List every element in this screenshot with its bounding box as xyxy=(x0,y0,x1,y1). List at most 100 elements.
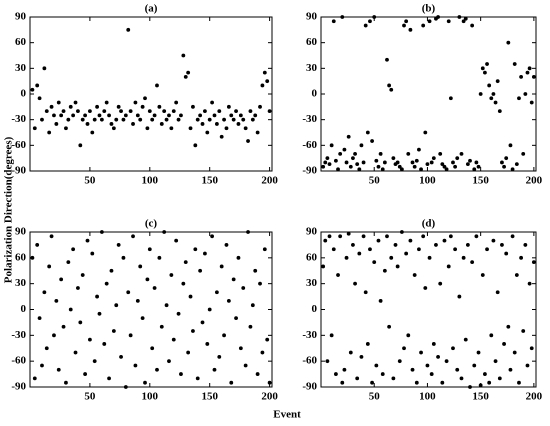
point xyxy=(164,303,169,308)
point xyxy=(531,260,536,265)
point xyxy=(325,359,330,364)
point xyxy=(150,117,155,122)
point xyxy=(164,117,169,122)
point xyxy=(78,320,83,325)
point xyxy=(99,117,104,122)
point xyxy=(455,367,460,372)
x-tick-label: 100 xyxy=(142,175,159,187)
point xyxy=(195,117,200,122)
point xyxy=(351,243,355,247)
point xyxy=(414,380,419,385)
y-tick-label: -60 xyxy=(11,355,26,367)
point xyxy=(421,234,426,239)
point xyxy=(527,66,532,71)
point xyxy=(495,79,500,84)
point xyxy=(200,122,205,126)
x-tick-label: 50 xyxy=(84,175,96,187)
point xyxy=(344,160,349,165)
point xyxy=(480,273,485,277)
point xyxy=(78,143,83,148)
point xyxy=(329,333,334,338)
point xyxy=(159,324,164,329)
point xyxy=(380,167,385,172)
point xyxy=(181,281,186,286)
point xyxy=(61,109,66,114)
point xyxy=(248,109,253,114)
point xyxy=(421,23,426,28)
point xyxy=(374,158,379,163)
point xyxy=(419,350,423,355)
point xyxy=(361,234,366,239)
plot-frame xyxy=(320,231,537,388)
point xyxy=(88,109,92,114)
point xyxy=(83,372,88,376)
point xyxy=(85,122,90,126)
point xyxy=(327,162,332,167)
y-tick-label: -90 xyxy=(11,165,26,177)
y-tick-label: -60 xyxy=(302,139,317,151)
point xyxy=(119,354,123,359)
point xyxy=(54,298,59,303)
point xyxy=(260,350,265,355)
point xyxy=(476,164,481,169)
point xyxy=(217,109,222,114)
point xyxy=(66,117,71,122)
point xyxy=(527,281,532,286)
y-tick-label: -60 xyxy=(11,139,26,151)
point xyxy=(167,113,171,118)
point xyxy=(56,100,61,105)
y-tick-label: 0 xyxy=(312,303,318,315)
point xyxy=(191,329,195,333)
point xyxy=(476,350,481,355)
plot-frame xyxy=(29,231,273,388)
point xyxy=(497,109,502,114)
point xyxy=(385,57,389,62)
point xyxy=(425,162,430,167)
point xyxy=(253,113,258,118)
panel-title: (c) xyxy=(145,218,158,230)
point xyxy=(102,109,107,114)
point xyxy=(340,15,345,19)
x-tick-label: 150 xyxy=(201,391,218,403)
point xyxy=(155,367,159,372)
point xyxy=(351,156,355,161)
point xyxy=(442,238,447,243)
point xyxy=(459,376,464,381)
point xyxy=(425,363,430,368)
point xyxy=(73,350,78,355)
point xyxy=(408,27,413,32)
point xyxy=(135,113,140,118)
point xyxy=(402,23,406,28)
point xyxy=(414,158,419,163)
point xyxy=(109,268,114,273)
point xyxy=(123,113,128,118)
point xyxy=(504,251,509,256)
point xyxy=(116,243,121,247)
point xyxy=(406,151,411,156)
point xyxy=(126,27,131,32)
point xyxy=(395,264,400,269)
point xyxy=(68,104,73,109)
point xyxy=(179,113,183,118)
point xyxy=(448,234,453,239)
x-tick-label: 200 xyxy=(526,175,543,187)
point xyxy=(128,109,133,114)
point xyxy=(68,307,73,312)
point xyxy=(92,117,97,122)
point xyxy=(406,333,411,338)
point xyxy=(531,74,536,79)
point xyxy=(80,117,85,122)
point xyxy=(404,251,409,256)
point xyxy=(186,350,191,355)
point xyxy=(64,126,68,131)
point xyxy=(104,281,109,286)
point xyxy=(90,130,95,135)
point xyxy=(355,162,360,167)
point xyxy=(236,255,241,260)
point xyxy=(114,117,119,122)
y-tick-label: -30 xyxy=(302,329,317,341)
point xyxy=(76,109,80,114)
point xyxy=(49,104,54,109)
point xyxy=(145,126,150,131)
point xyxy=(485,62,489,66)
